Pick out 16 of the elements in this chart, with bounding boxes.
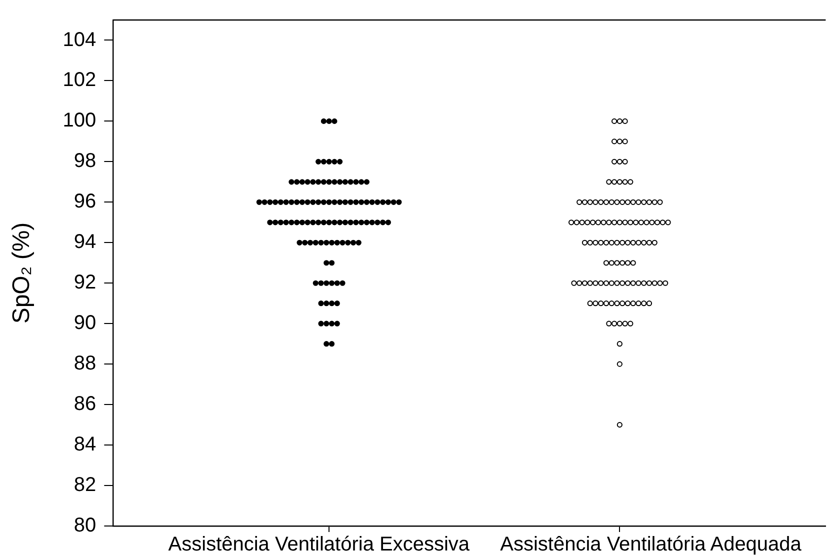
y-tick-label: 102 bbox=[62, 69, 96, 92]
y-tick-label: 84 bbox=[74, 434, 96, 456]
y-tick-label: 104 bbox=[62, 28, 96, 51]
y-tick-label: 82 bbox=[74, 474, 96, 496]
y-tick-label: 90 bbox=[74, 312, 96, 334]
y-tick-label: 94 bbox=[74, 231, 96, 254]
y-axis-title: SpO₂ (%) bbox=[8, 222, 36, 324]
y-tick-label: 88 bbox=[74, 352, 96, 375]
y-tick-label: 86 bbox=[74, 393, 96, 416]
y-tick-label: 98 bbox=[74, 150, 96, 172]
y-tick-label: 96 bbox=[74, 190, 96, 213]
y-tick-label: 80 bbox=[74, 514, 96, 537]
y-tick-label: 92 bbox=[74, 272, 96, 294]
x-tick-label: Assistência Ventilatória Excessiva bbox=[168, 534, 470, 556]
x-tick-label: Assistência Ventilatória Adequada bbox=[500, 534, 802, 556]
y-tick-label: 100 bbox=[62, 110, 96, 132]
